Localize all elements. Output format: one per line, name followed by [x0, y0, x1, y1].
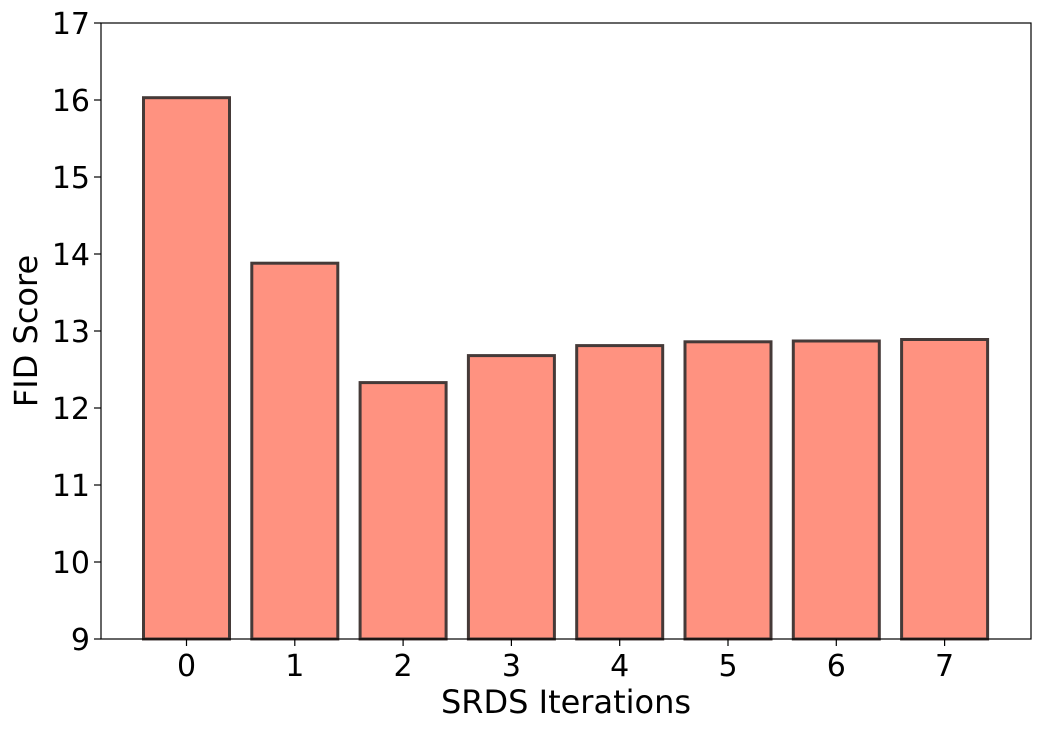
x-tick-label: 3 — [502, 649, 521, 684]
plot-frame — [100, 22, 1032, 640]
y-axis-title: FID Score — [7, 255, 45, 407]
bar-3 — [466, 354, 556, 641]
x-tick-label: 4 — [610, 649, 629, 684]
x-tick-label: 1 — [285, 649, 304, 684]
x-tick-label: 2 — [394, 649, 413, 684]
x-tick-label: 6 — [827, 649, 846, 684]
y-tick-label: 15 — [52, 161, 90, 196]
bar-0 — [142, 96, 231, 641]
bar-4 — [575, 344, 665, 641]
bar-5 — [683, 340, 773, 641]
bar-6 — [791, 339, 881, 641]
y-tick-label: 9 — [71, 623, 90, 658]
x-axis: 0 1 2 3 4 5 6 7 — [177, 639, 954, 684]
y-tick-label: 10 — [52, 546, 90, 581]
bars-group — [142, 96, 990, 641]
y-axis: 9 10 11 12 13 14 15 16 17 — [52, 7, 101, 658]
y-tick-label: 14 — [52, 238, 90, 273]
x-tick-label: 5 — [718, 649, 737, 684]
bar-1 — [250, 261, 340, 641]
x-axis-title: SRDS Iterations — [441, 683, 691, 721]
y-tick-label: 16 — [52, 84, 90, 119]
x-tick-label: 0 — [177, 649, 196, 684]
bar-2 — [358, 381, 448, 641]
bar-7 — [900, 338, 990, 641]
y-tick-label: 17 — [52, 7, 90, 42]
y-tick-label: 11 — [52, 469, 90, 504]
x-tick-label: 7 — [935, 649, 954, 684]
y-tick-label: 12 — [52, 392, 90, 427]
y-tick-label: 13 — [52, 315, 90, 350]
